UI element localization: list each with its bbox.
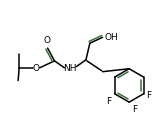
Text: F: F xyxy=(132,104,137,113)
Text: O: O xyxy=(32,64,39,73)
Text: O: O xyxy=(43,36,50,45)
Text: F: F xyxy=(147,91,152,99)
Text: NH: NH xyxy=(63,64,77,73)
Text: F: F xyxy=(107,96,112,105)
Text: OH: OH xyxy=(105,33,118,42)
